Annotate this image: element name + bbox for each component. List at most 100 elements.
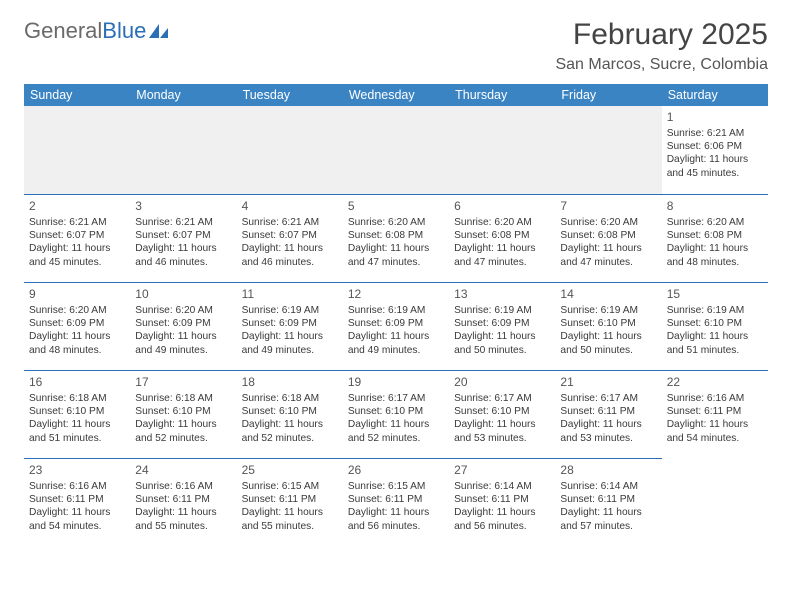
sunrise-text: Sunrise: 6:19 AM bbox=[242, 304, 338, 317]
day-cell-8: 8Sunrise: 6:20 AMSunset: 6:08 PMDaylight… bbox=[662, 194, 768, 282]
day-cell-7: 7 Sunrise: 6:20 AMSunset: 6:08 PMDaylight… bbox=[555, 194, 661, 282]
page-header: GeneralBlue February 2025 San Marcos, Su… bbox=[24, 18, 768, 74]
daylight-text: and 51 minutes. bbox=[29, 432, 125, 445]
sunrise-text: Sunrise: 6:21 AM bbox=[667, 127, 763, 140]
daylight-text: Daylight: 11 hours bbox=[560, 242, 656, 255]
sunrise-text: Sunrise: 6:18 AM bbox=[242, 392, 338, 405]
daylight-text: Daylight: 11 hours bbox=[29, 418, 125, 431]
day-cell-9: 9Sunrise: 6:20 AMSunset: 6:09 PMDaylight… bbox=[24, 282, 130, 370]
daylight-text: and 53 minutes. bbox=[560, 432, 656, 445]
day-number: 28 bbox=[560, 463, 656, 478]
day-cell-13: 13Sunrise: 6:19 AMSunset: 6:09 PMDayligh… bbox=[449, 282, 555, 370]
day-number: 20 bbox=[454, 375, 550, 390]
daylight-text: and 47 minutes. bbox=[560, 256, 656, 269]
calendar-grid: 1Sunrise: 6:21 AMSunset: 6:06 PMDaylight… bbox=[24, 106, 768, 546]
daylight-text: Daylight: 11 hours bbox=[135, 506, 231, 519]
day-number: 8 bbox=[667, 199, 763, 214]
blank-cell bbox=[130, 106, 236, 194]
day-cell-17: 17Sunrise: 6:18 AMSunset: 6:10 PMDayligh… bbox=[130, 370, 236, 458]
sunrise-text: Sunrise: 6:18 AM bbox=[135, 392, 231, 405]
day-number: 2 bbox=[29, 199, 125, 214]
daylight-text: Daylight: 11 hours bbox=[348, 506, 444, 519]
sunset-text: Sunset: 6:10 PM bbox=[348, 405, 444, 418]
day-cell-4: 4Sunrise: 6:21 AMSunset: 6:07 PMDaylight… bbox=[237, 194, 343, 282]
day-cell-5: 5 Sunrise: 6:20 AMSunset: 6:08 PMDaylight… bbox=[343, 194, 449, 282]
sunset-text: Sunset: 6:08 PM bbox=[560, 229, 656, 242]
sunset-text: Sunset: 6:10 PM bbox=[667, 317, 763, 330]
day-number: 7 bbox=[560, 199, 656, 214]
location-label: San Marcos, Sucre, Colombia bbox=[555, 56, 768, 74]
day-number: 3 bbox=[135, 199, 231, 214]
daylight-text: and 49 minutes. bbox=[242, 344, 338, 357]
daylight-text: and 50 minutes. bbox=[560, 344, 656, 357]
daylight-text: Daylight: 11 hours bbox=[348, 242, 444, 255]
day-number: 13 bbox=[454, 287, 550, 302]
day-cell-10: 10Sunrise: 6:20 AMSunset: 6:09 PMDayligh… bbox=[130, 282, 236, 370]
day-number: 25 bbox=[242, 463, 338, 478]
day-cell-14: 14Sunrise: 6:19 AMSunset: 6:10 PMDayligh… bbox=[555, 282, 661, 370]
day-cell-21: 21Sunrise: 6:17 AMSunset: 6:11 PMDayligh… bbox=[555, 370, 661, 458]
day-number: 14 bbox=[560, 287, 656, 302]
sunrise-text: Sunrise: 6:16 AM bbox=[135, 480, 231, 493]
daylight-text: and 49 minutes. bbox=[348, 344, 444, 357]
daylight-text: and 48 minutes. bbox=[29, 344, 125, 357]
day-number: 6 bbox=[454, 199, 550, 214]
daylight-text: and 56 minutes. bbox=[348, 520, 444, 533]
weekday-sunday: Sunday bbox=[24, 84, 130, 106]
day-cell-27: 27Sunrise: 6:14 AMSunset: 6:11 PMDayligh… bbox=[449, 458, 555, 546]
sunset-text: Sunset: 6:09 PM bbox=[29, 317, 125, 330]
daylight-text: Daylight: 11 hours bbox=[348, 330, 444, 343]
sunrise-text: Sunrise: 6:19 AM bbox=[454, 304, 550, 317]
day-number: 17 bbox=[135, 375, 231, 390]
sunset-text: Sunset: 6:09 PM bbox=[454, 317, 550, 330]
sunset-text: Sunset: 6:08 PM bbox=[667, 229, 763, 242]
sunset-text: Sunset: 6:11 PM bbox=[560, 405, 656, 418]
title-block: February 2025 San Marcos, Sucre, Colombi… bbox=[555, 18, 768, 74]
sunset-text: Sunset: 6:10 PM bbox=[135, 405, 231, 418]
daylight-text: Daylight: 11 hours bbox=[454, 418, 550, 431]
daylight-text: and 50 minutes. bbox=[454, 344, 550, 357]
sunrise-text: Sunrise: 6:19 AM bbox=[348, 304, 444, 317]
daylight-text: and 45 minutes. bbox=[667, 167, 763, 180]
daylight-text: and 54 minutes. bbox=[667, 432, 763, 445]
day-cell-16: 16Sunrise: 6:18 AMSunset: 6:10 PMDayligh… bbox=[24, 370, 130, 458]
daylight-text: and 48 minutes. bbox=[667, 256, 763, 269]
sunset-text: Sunset: 6:09 PM bbox=[135, 317, 231, 330]
sunset-text: Sunset: 6:09 PM bbox=[242, 317, 338, 330]
daylight-text: Daylight: 11 hours bbox=[454, 242, 550, 255]
daylight-text: and 49 minutes. bbox=[135, 344, 231, 357]
sunrise-text: Sunrise: 6:17 AM bbox=[560, 392, 656, 405]
daylight-text: Daylight: 11 hours bbox=[560, 418, 656, 431]
day-cell-2: 2Sunrise: 6:21 AMSunset: 6:07 PMDaylight… bbox=[24, 194, 130, 282]
daylight-text: and 53 minutes. bbox=[454, 432, 550, 445]
sunrise-text: Sunrise: 6:20 AM bbox=[348, 216, 444, 229]
weekday-thursday: Thursday bbox=[449, 84, 555, 106]
day-cell-22: 22Sunrise: 6:16 AMSunset: 6:11 PMDayligh… bbox=[662, 370, 768, 458]
day-number: 11 bbox=[242, 287, 338, 302]
blank-cell bbox=[343, 106, 449, 194]
daylight-text: Daylight: 11 hours bbox=[560, 506, 656, 519]
blank-cell bbox=[24, 106, 130, 194]
blank-cell bbox=[237, 106, 343, 194]
sunrise-text: Sunrise: 6:20 AM bbox=[560, 216, 656, 229]
day-number: 1 bbox=[667, 110, 763, 125]
sunrise-text: Sunrise: 6:15 AM bbox=[242, 480, 338, 493]
daylight-text: and 46 minutes. bbox=[242, 256, 338, 269]
daylight-text: Daylight: 11 hours bbox=[242, 506, 338, 519]
logo-text-blue: Blue bbox=[102, 18, 146, 44]
sunset-text: Sunset: 6:08 PM bbox=[348, 229, 444, 242]
daylight-text: and 52 minutes. bbox=[348, 432, 444, 445]
sunset-text: Sunset: 6:09 PM bbox=[348, 317, 444, 330]
day-number: 26 bbox=[348, 463, 444, 478]
blank-cell bbox=[555, 106, 661, 194]
calendar-page: GeneralBlue February 2025 San Marcos, Su… bbox=[0, 0, 792, 554]
day-number: 15 bbox=[667, 287, 763, 302]
day-number: 4 bbox=[242, 199, 338, 214]
day-number: 5 bbox=[348, 199, 444, 214]
sunrise-text: Sunrise: 6:17 AM bbox=[454, 392, 550, 405]
day-cell-20: 20Sunrise: 6:17 AMSunset: 6:10 PMDayligh… bbox=[449, 370, 555, 458]
sunset-text: Sunset: 6:10 PM bbox=[29, 405, 125, 418]
day-cell-15: 15Sunrise: 6:19 AMSunset: 6:10 PMDayligh… bbox=[662, 282, 768, 370]
daylight-text: and 57 minutes. bbox=[560, 520, 656, 533]
sunrise-text: Sunrise: 6:16 AM bbox=[29, 480, 125, 493]
